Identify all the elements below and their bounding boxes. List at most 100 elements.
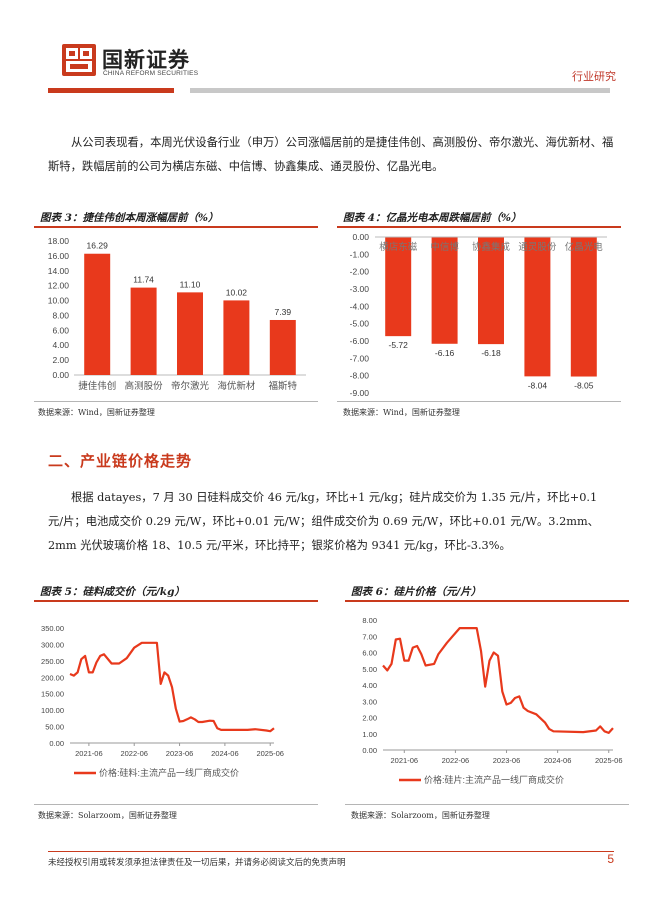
y-tick-label: -3.00 <box>350 284 370 294</box>
y-tick-label: 18.00 <box>48 236 70 246</box>
figure-6-source: 数据来源：Solarzoom，国新证券整理 <box>351 811 490 820</box>
y-tick-label: -7.00 <box>350 353 370 363</box>
bar-value-label: -6.16 <box>435 348 455 358</box>
x-tick-label: 2024-06 <box>211 749 239 758</box>
figure-6-bottom-rule <box>345 804 629 805</box>
figure-5-bottom-rule <box>34 804 318 805</box>
y-tick-label: 7.00 <box>362 632 377 641</box>
bar <box>478 237 504 345</box>
y-tick-label: -5.00 <box>350 319 370 329</box>
legend-label: 价格:硅料:主流产品一线厂商成交价 <box>99 767 239 778</box>
y-tick-label: 10.00 <box>48 296 70 306</box>
y-tick-label: 100.00 <box>41 706 64 715</box>
company-logo-icon <box>62 44 96 76</box>
x-tick-label: 2023-06 <box>166 749 194 758</box>
bar <box>570 237 597 377</box>
y-tick-label: 8.00 <box>362 616 377 625</box>
y-tick-label: -9.00 <box>350 388 370 398</box>
figure-4-bottom-rule <box>337 401 621 402</box>
document-type: 行业研究 <box>572 70 616 83</box>
bar <box>177 292 203 375</box>
bar <box>84 253 111 375</box>
figure-6-top-rule <box>345 600 629 602</box>
brand-name-cn: 国新证券 <box>102 48 190 72</box>
price-paragraph: 根据 datayes，7 月 30 日硅料成交价 46 元/kg，环比+1 元/… <box>48 491 599 552</box>
x-tick-label: 高测股份 <box>125 380 164 392</box>
x-tick-label: 2022-06 <box>120 749 148 758</box>
figure-5-source: 数据来源：Solarzoom，国新证券整理 <box>38 811 177 820</box>
y-tick-label: 0.00 <box>352 232 369 242</box>
bar <box>223 300 250 375</box>
figure-6-title: 图表 6：硅片价格（元/片） <box>351 586 482 598</box>
bar-value-label: -6.18 <box>481 348 501 358</box>
company-performance-paragraph: 从公司表现看，本周光伏设备行业（申万）公司涨幅居前的是捷佳伟创、高测股份、帝尔激… <box>48 136 614 173</box>
figure-5-line-chart: 0.00 50.00 100.00 150.00 200.00 250.00 300.00 3… <box>41 624 284 778</box>
figure-3-title: 图表 3：捷佳伟创本周涨幅居前（%） <box>40 212 219 224</box>
figure-3-bottom-rule <box>34 401 318 402</box>
y-tick-label: 4.00 <box>362 681 377 690</box>
x-tick-label: 2021-06 <box>391 756 419 765</box>
figure-6-line-chart: 0.00 1.00 2.00 3.00 4.00 5.00 6.00 7.00 8.00 2021… <box>362 616 623 785</box>
bar-value-label: -5.72 <box>389 340 409 350</box>
footer-rule <box>48 851 614 852</box>
figure-3-source: 数据来源：Wind，国新证券整理 <box>38 408 155 417</box>
y-tick-label: 6.00 <box>52 325 69 335</box>
y-tick-label: 0.00 <box>362 746 377 755</box>
x-tick-label: 2021-06 <box>75 749 103 758</box>
x-tick-label: 通灵股份 <box>518 241 557 253</box>
bar-value-label: 16.29 <box>87 241 109 251</box>
x-tick-label: 中信博 <box>430 241 459 253</box>
bar <box>431 237 458 344</box>
legend-label: 价格:硅片:主流产品一线厂商成交价 <box>424 774 564 785</box>
bar-value-label: 11.74 <box>133 275 154 285</box>
y-tick-label: 200.00 <box>41 673 64 682</box>
footer-disclaimer: 未经授权引用或转发须承担法律责任及一切后果，并请务必阅读文后的免责声明 <box>48 858 346 868</box>
y-tick-label: 300.00 <box>41 640 64 649</box>
bar-value-label: -8.04 <box>528 380 548 390</box>
x-tick-label: 捷佳伟创 <box>78 380 116 392</box>
header-gray-bar <box>190 88 610 93</box>
series-line <box>382 627 614 734</box>
figure-4-title: 图表 4：亿晶光电本周跌幅居前（%） <box>343 212 522 224</box>
y-tick-label: -4.00 <box>350 301 370 311</box>
bar-value-label: 10.02 <box>226 287 248 297</box>
y-tick-label: 350.00 <box>41 624 64 633</box>
y-tick-label: 1.00 <box>362 730 377 739</box>
x-tick-label: 2024-06 <box>544 756 572 765</box>
y-tick-label: -6.00 <box>350 336 370 346</box>
figure-3-top-rule <box>34 226 318 228</box>
y-tick-label: 3.00 <box>362 697 377 706</box>
y-tick-label: 0.00 <box>52 370 69 380</box>
y-tick-label: 2.00 <box>52 355 69 365</box>
y-tick-label: 250.00 <box>41 657 64 666</box>
page-number: 5 <box>607 852 614 866</box>
x-tick-label: 亿晶光电 <box>565 241 604 253</box>
y-tick-label: 0.00 <box>49 739 64 748</box>
figure-5-top-rule <box>34 600 318 602</box>
y-tick-label: -8.00 <box>350 371 370 381</box>
brand-name-en: CHINA REFORM SECURITIES <box>103 70 199 77</box>
x-tick-label: 2025-06 <box>595 756 623 765</box>
x-tick-label: 2025-06 <box>256 749 284 758</box>
figure-4-bar-chart: 0.00 -1.00 -2.00 -3.00 -4.00 -5.00 -6.00 -7.00 -… <box>350 232 607 398</box>
x-tick-label: 海优新材 <box>217 380 256 392</box>
y-tick-label: 6.00 <box>362 649 377 658</box>
figure-5-title: 图表 5：硅料成交价（元/kg） <box>40 586 185 598</box>
bar <box>269 319 296 375</box>
x-tick-label: 福斯特 <box>269 380 298 392</box>
bar <box>524 237 551 377</box>
bar <box>130 287 157 375</box>
figure-4-source: 数据来源：Wind，国新证券整理 <box>343 408 460 417</box>
x-tick-label: 横店东磁 <box>379 241 418 253</box>
y-tick-label: 16.00 <box>48 251 70 261</box>
x-tick-label: 协鑫集成 <box>472 241 511 253</box>
y-tick-label: 5.00 <box>362 665 377 674</box>
bar-value-label: 7.39 <box>275 307 292 317</box>
y-tick-label: 50.00 <box>45 723 64 732</box>
header-accent-bar <box>48 88 174 93</box>
y-tick-label: 8.00 <box>52 310 69 320</box>
x-tick-label: 2023-06 <box>493 756 521 765</box>
y-tick-label: 150.00 <box>41 690 64 699</box>
y-tick-label: -1.00 <box>350 249 370 259</box>
bar-value-label: 11.10 <box>180 279 201 289</box>
